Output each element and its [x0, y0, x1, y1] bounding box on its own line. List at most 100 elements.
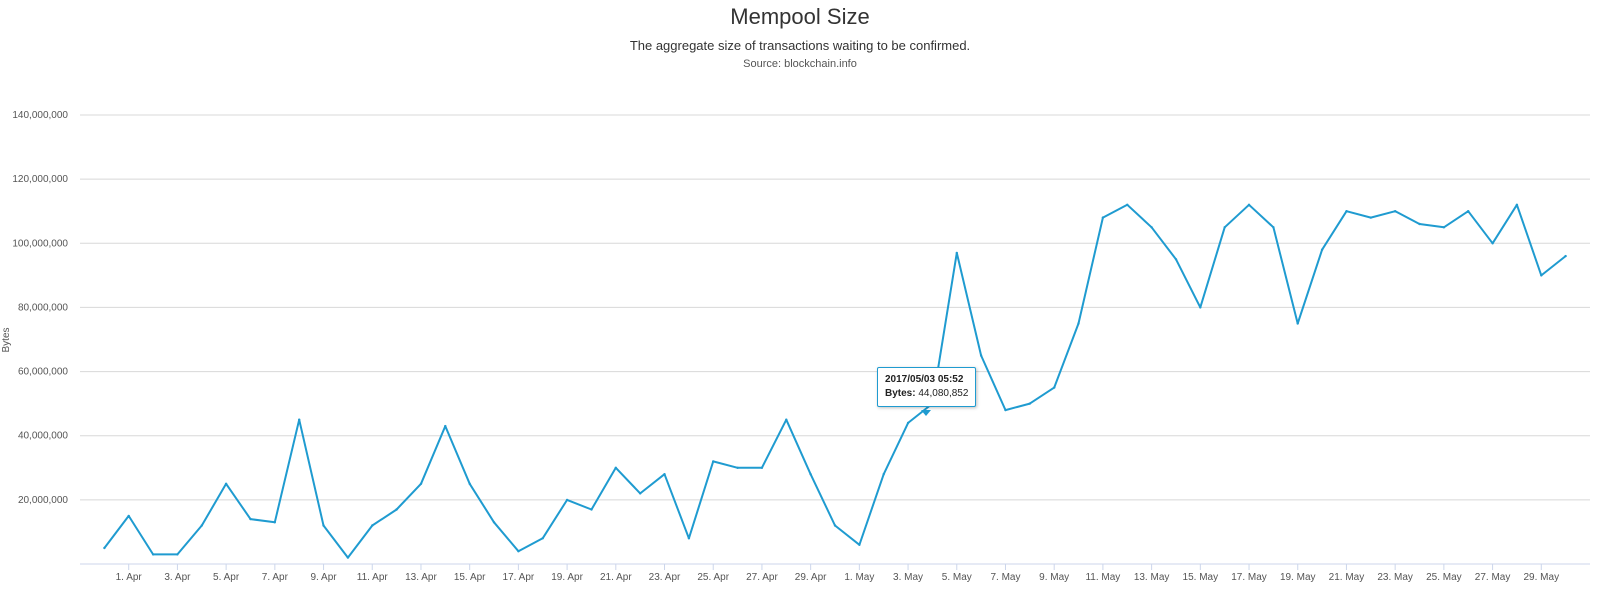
y-tick-label: 100,000,000: [12, 238, 68, 249]
x-tick-label: 29. Apr: [795, 572, 827, 583]
mempool-size-line: [103, 203, 1567, 559]
data-point[interactable]: [736, 466, 739, 469]
data-point[interactable]: [395, 508, 398, 511]
data-point[interactable]: [1345, 210, 1348, 213]
data-point[interactable]: [224, 482, 228, 485]
data-point[interactable]: [1491, 242, 1494, 245]
y-tick-label: 40,000,000: [18, 431, 68, 442]
x-tick-label: 19. Apr: [551, 572, 583, 583]
data-point[interactable]: [712, 460, 715, 463]
data-point[interactable]: [127, 514, 130, 518]
data-point[interactable]: [249, 517, 252, 521]
data-point[interactable]: [468, 482, 471, 485]
data-point[interactable]: [444, 424, 447, 428]
tooltip-date: 2017/05/03 05:52: [885, 374, 964, 385]
data-point[interactable]: [1394, 210, 1397, 213]
data-point[interactable]: [979, 354, 983, 357]
data-point[interactable]: [346, 556, 350, 559]
data-point[interactable]: [906, 421, 910, 425]
data-point[interactable]: [322, 524, 325, 527]
data-point[interactable]: [492, 521, 496, 524]
x-tick-label: 21. Apr: [600, 572, 632, 583]
x-tick-label: 11. Apr: [357, 572, 389, 583]
data-point[interactable]: [1442, 226, 1446, 229]
data-point[interactable]: [151, 553, 155, 556]
data-point[interactable]: [517, 550, 520, 553]
data-point[interactable]: [273, 521, 276, 524]
data-point[interactable]: [1101, 216, 1105, 219]
data-point[interactable]: [103, 546, 106, 550]
tooltip-value: 44,080,852: [918, 388, 969, 399]
x-tick-label: 25. May: [1426, 572, 1462, 583]
x-tick-label: 7. Apr: [262, 572, 289, 583]
x-tick-label: 23. May: [1377, 572, 1413, 583]
data-point[interactable]: [1515, 203, 1519, 206]
y-axis-ticks: 20,000,000 40,000,000 60,000,000 80,000,000…: [12, 110, 68, 506]
data-point[interactable]: [565, 498, 569, 502]
data-point[interactable]: [1540, 274, 1543, 277]
x-tick-label: 17. May: [1231, 572, 1267, 583]
data-point[interactable]: [1028, 402, 1032, 405]
x-tick-label: 3. Apr: [164, 572, 191, 583]
x-tick-label: 7. May: [990, 572, 1020, 583]
x-tick-label: 21. May: [1329, 572, 1365, 583]
x-tick-label: 9. Apr: [310, 572, 337, 583]
x-tick-label: 29. May: [1524, 572, 1560, 583]
y-tick-label: 140,000,000: [12, 110, 68, 121]
tooltip-series-label: Bytes: [885, 388, 913, 399]
chart-source: Source: blockchain.info: [743, 58, 857, 70]
y-tick-label: 60,000,000: [18, 367, 68, 378]
data-point[interactable]: [955, 251, 958, 255]
data-point[interactable]: [419, 482, 423, 485]
data-point[interactable]: [1272, 226, 1275, 229]
y-tick-label: 80,000,000: [18, 302, 68, 313]
x-tick-label: 27. Apr: [746, 572, 778, 583]
data-point[interactable]: [1223, 226, 1226, 229]
x-tick-label: 15. May: [1183, 572, 1219, 583]
data-point[interactable]: [1564, 254, 1567, 258]
data-point[interactable]: [371, 524, 374, 527]
data-point[interactable]: [858, 543, 861, 546]
data-point[interactable]: [1150, 226, 1153, 229]
x-tick-label: 9. May: [1039, 572, 1069, 583]
data-point[interactable]: [809, 473, 812, 476]
x-tick-label: 1. Apr: [116, 572, 143, 583]
data-point[interactable]: [176, 553, 179, 556]
data-point[interactable]: [1320, 248, 1324, 251]
data-point[interactable]: [639, 492, 642, 495]
x-tick-label: 25. Apr: [697, 572, 729, 583]
data-point[interactable]: [1053, 386, 1056, 389]
data-tooltip: 2017/05/03 05:52 Bytes: 44,080,852: [877, 367, 977, 407]
x-tick-label: 27. May: [1475, 572, 1511, 583]
x-tick-label: 11. May: [1085, 572, 1120, 583]
data-point[interactable]: [663, 473, 666, 476]
data-point[interactable]: [687, 537, 691, 540]
data-point[interactable]: [1199, 306, 1202, 309]
data-point[interactable]: [1247, 203, 1251, 206]
data-point[interactable]: [760, 466, 764, 469]
data-point[interactable]: [1369, 216, 1373, 219]
data-point[interactable]: [590, 508, 593, 511]
data-point[interactable]: [1126, 203, 1129, 206]
data-point[interactable]: [1174, 258, 1178, 261]
data-point[interactable]: [1004, 408, 1007, 412]
x-tick-label: 19. May: [1280, 572, 1316, 583]
data-point[interactable]: [1296, 322, 1299, 325]
y-tick-label: 120,000,000: [12, 174, 68, 185]
grid-lines: [80, 114, 1590, 565]
x-axis-ticks: 1. Apr 3. Apr 5. Apr 7. Apr 9. Apr 11. Apr 13.…: [116, 564, 1559, 583]
data-point[interactable]: [298, 418, 301, 421]
data-point[interactable]: [1467, 210, 1470, 213]
data-point[interactable]: [785, 418, 788, 421]
y-axis-label: Bytes: [1, 327, 12, 352]
data-point[interactable]: [614, 466, 617, 469]
data-point[interactable]: [1077, 322, 1080, 325]
data-point[interactable]: [1418, 222, 1421, 226]
data-point[interactable]: [541, 537, 544, 540]
data-point[interactable]: [200, 524, 203, 527]
chart-title: Mempool Size: [730, 4, 870, 29]
x-tick-label: 13. May: [1134, 572, 1170, 583]
data-point[interactable]: [833, 524, 837, 527]
data-point[interactable]: [882, 473, 885, 476]
